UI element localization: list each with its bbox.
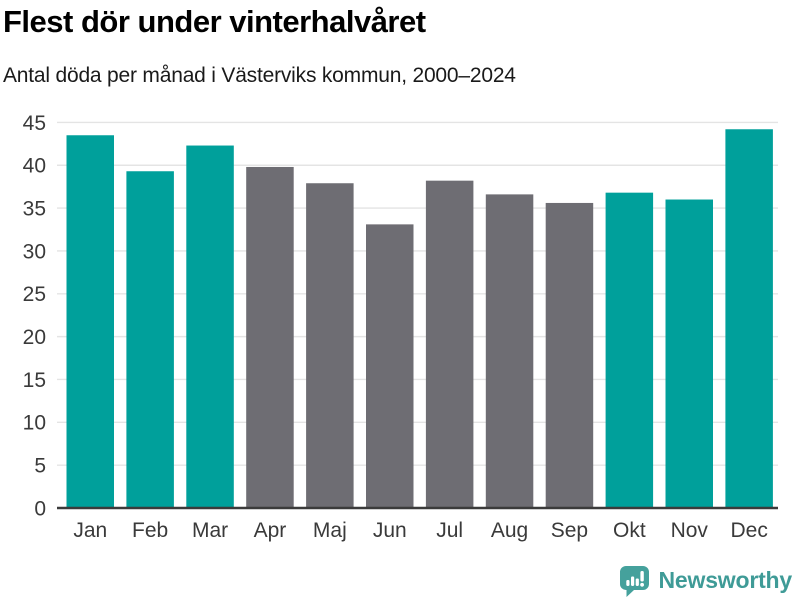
bar-sep — [545, 202, 594, 508]
bar-maj — [306, 183, 354, 508]
xtick-label-sep: Sep — [551, 519, 588, 542]
ytick-label-40: 40 — [23, 155, 46, 178]
brand-name: Newsworthy — [658, 567, 793, 593]
bar-aug — [485, 194, 534, 508]
ytick-label-25: 25 — [23, 283, 46, 306]
xtick-label-jul: Jul — [436, 519, 463, 542]
bar-mar — [186, 145, 234, 508]
chart-title: Flest dör under vinterhalvåret — [3, 4, 426, 39]
ytick-label-35: 35 — [23, 197, 46, 220]
xtick-label-jun: Jun — [373, 519, 407, 542]
xtick-label-jan: Jan — [73, 519, 107, 542]
ytick-label-45: 45 — [23, 112, 46, 135]
ytick-label-20: 20 — [23, 326, 46, 349]
ytick-label-5: 5 — [34, 455, 46, 478]
xtick-label-dec: Dec — [730, 519, 767, 542]
brand-footer: Newsworthy — [618, 564, 792, 597]
bar-feb — [126, 171, 174, 508]
bar-jul — [425, 180, 474, 508]
bar-jun — [366, 224, 414, 508]
bar-okt — [605, 192, 654, 508]
ytick-label-15: 15 — [23, 369, 46, 392]
chart-subtitle: Antal döda per månad i Västerviks kommun… — [3, 63, 516, 87]
bar-jan — [66, 135, 114, 508]
ytick-label-10: 10 — [23, 412, 46, 435]
xtick-label-maj: Maj — [313, 519, 347, 542]
xtick-label-aug: Aug — [491, 519, 528, 542]
bar-nov — [665, 199, 713, 508]
xtick-label-mar: Mar — [192, 519, 228, 542]
xtick-label-feb: Feb — [132, 519, 168, 542]
chart-header: Flest dör under vinterhalvåret Antal död… — [3, 4, 516, 88]
ytick-label-0: 0 — [34, 497, 46, 520]
bar-apr — [246, 166, 294, 508]
xtick-label-nov: Nov — [671, 519, 709, 542]
newsworthy-logo-icon — [619, 566, 649, 597]
xtick-label-apr: Apr — [254, 519, 287, 542]
bar-dec — [725, 129, 773, 508]
xtick-label-okt: Okt — [613, 519, 646, 542]
ytick-label-30: 30 — [23, 240, 46, 263]
